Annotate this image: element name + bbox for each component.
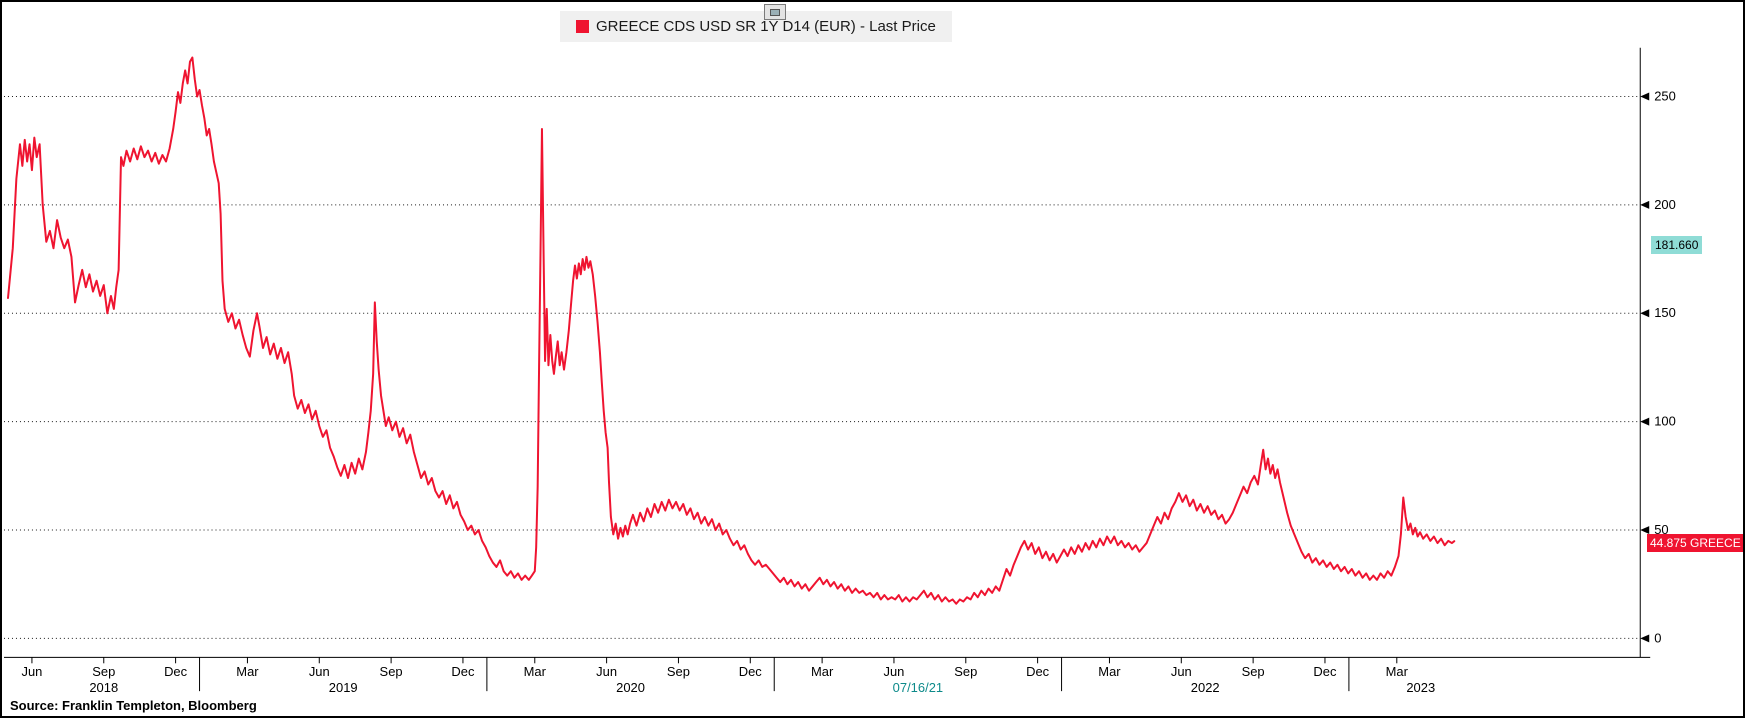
year-label: 2020 [616,680,645,695]
screen-glyph [770,8,780,16]
x-tick-label: Sep [92,664,115,679]
x-tick-label: Sep [954,664,977,679]
popout-icon[interactable] [764,4,786,20]
x-tick-label: Jun [21,664,42,679]
y-tick-arrow [1640,200,1650,209]
x-tick-label: Dec [1026,664,1050,679]
series-swatch [576,20,589,33]
y-tick-label: 200 [1654,197,1676,212]
y-tick-arrow [1640,634,1650,643]
x-tick-label: Jun [309,664,330,679]
x-tick-label: Jun [1171,664,1192,679]
marked-price-label: 181.660 [1651,235,1703,254]
y-tick-label: 50 [1654,522,1668,537]
year-label: 07/16/21 [893,680,943,695]
last-price-badge: 44.875 GREECE CD [1647,534,1743,553]
legend[interactable]: GREECE CDS USD SR 1Y D14 (EUR) - Last Pr… [560,11,952,42]
x-tick-label: Mar [811,664,834,679]
legend-label: GREECE CDS USD SR 1Y D14 (EUR) - Last Pr… [596,18,936,35]
x-tick-label: Dec [451,664,475,679]
year-label: 2019 [329,680,358,695]
year-label: 2023 [1406,680,1435,695]
y-tick-arrow [1640,92,1650,101]
y-tick-label: 100 [1654,414,1676,429]
year-label: 2018 [89,680,118,695]
x-tick-label: Jun [884,664,905,679]
x-tick-label: Sep [1242,664,1265,679]
source-caption: Source: Franklin Templeton, Bloomberg [10,698,257,713]
x-tick-label: Dec [164,664,188,679]
y-tick-label: 0 [1654,630,1661,645]
x-tick-label: Mar [1386,664,1409,679]
x-tick-label: Mar [524,664,547,679]
y-tick-arrow [1640,417,1650,426]
x-tick-label: Sep [667,664,690,679]
y-tick-arrow [1640,309,1650,318]
price-line [6,56,1456,605]
year-label: 2022 [1191,680,1220,695]
x-tick-label: Jun [596,664,617,679]
y-tick-arrow [1640,526,1650,535]
x-tick-label: Dec [1313,664,1337,679]
y-tick-label: 250 [1654,88,1676,103]
y-tick-label: 150 [1654,305,1676,320]
x-tick-label: Mar [1098,664,1121,679]
x-tick-label: Sep [380,664,403,679]
x-tick-label: Mar [236,664,259,679]
x-tick-label: Dec [739,664,763,679]
